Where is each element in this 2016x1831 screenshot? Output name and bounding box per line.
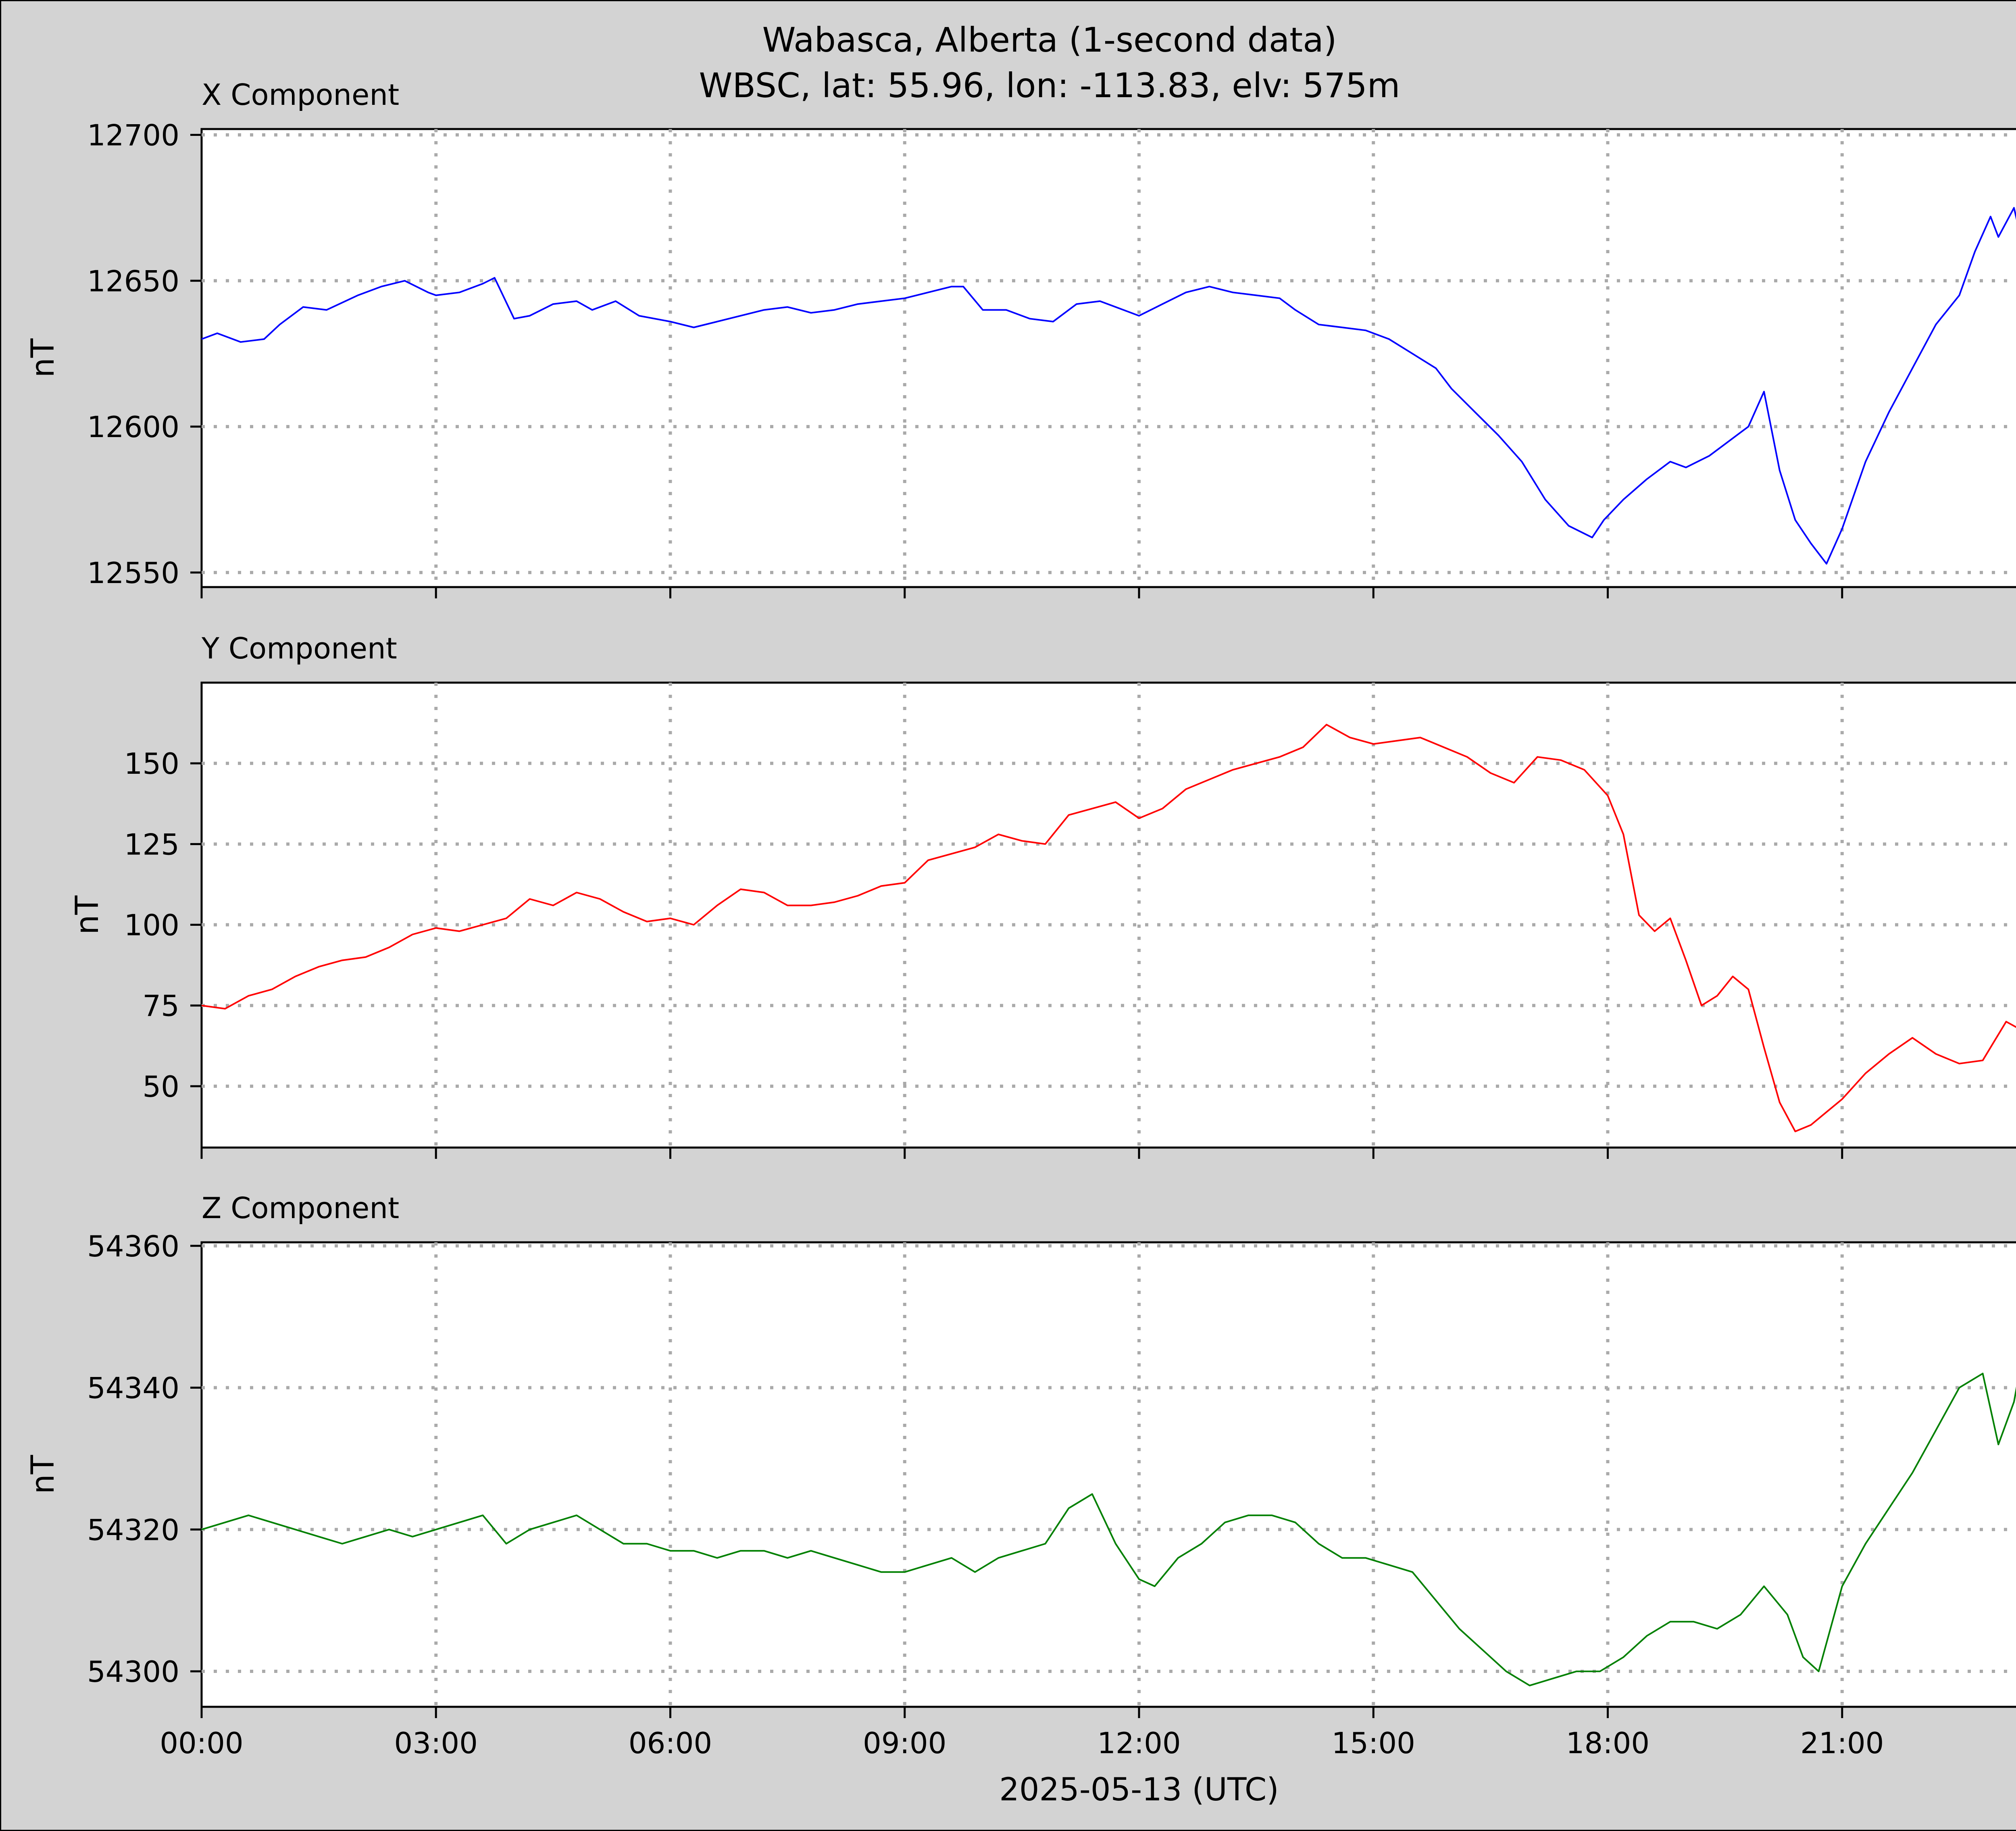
y-tick-label: 54360 xyxy=(87,1229,179,1263)
series-line-y-component xyxy=(201,724,2016,1132)
y-tick-label: 12550 xyxy=(87,556,179,590)
y-tick-label: 54340 xyxy=(87,1371,179,1405)
x-tick-label: 00:00 xyxy=(160,1726,244,1760)
y-tick-label: 125 xyxy=(124,827,179,861)
plot-area-2 xyxy=(200,681,2016,1149)
y-axis-label-1: nT xyxy=(25,338,61,377)
panel-title-1: X Component xyxy=(202,78,399,112)
panel-2: Y Component 50 75 100 125 150 nT xyxy=(69,631,2016,1159)
x-tick-label: 03:00 xyxy=(394,1726,478,1760)
figure-title-line1: Wabasca, Alberta (1-second data) xyxy=(762,20,1337,60)
y-tick-label: 12600 xyxy=(87,410,179,444)
y-tick-label: 150 xyxy=(124,747,179,781)
x-axis-label: 2025-05-13 (UTC) xyxy=(999,1772,1279,1808)
x-tick-label: 09:00 xyxy=(863,1726,947,1760)
y-axis-label-3: nT xyxy=(25,1455,61,1494)
panel-1: X Component 12550 12600 12650 12700 nT xyxy=(25,78,2016,598)
series-line-z-component xyxy=(201,1373,2016,1687)
plot-area-3 xyxy=(200,1241,2016,1708)
x-tick-label: 12:00 xyxy=(1097,1726,1181,1760)
y-tick-label: 75 xyxy=(142,989,179,1023)
y-tick-label: 50 xyxy=(142,1070,179,1104)
y-axis-label-2: nT xyxy=(69,896,106,935)
y-tick-label: 12700 xyxy=(87,118,179,152)
plot-area-1 xyxy=(200,128,2016,588)
y-tick-label: 100 xyxy=(124,908,179,942)
y-tick-label: 12650 xyxy=(87,264,179,298)
x-tick-label: 21:00 xyxy=(1800,1726,1884,1760)
series-line-x-component xyxy=(201,207,2016,565)
panel-title-3: Z Component xyxy=(202,1191,399,1225)
x-tick-label: 06:00 xyxy=(629,1726,712,1760)
x-tick-label: 18:00 xyxy=(1566,1726,1650,1760)
y-tick-label: 54300 xyxy=(87,1655,179,1689)
y-tick-label: 54320 xyxy=(87,1513,179,1547)
x-tick-label: 15:00 xyxy=(1332,1726,1416,1760)
figure-title-line2: WBSC, lat: 55.96, lon: -113.83, elv: 575… xyxy=(699,66,1400,105)
panel-title-2: Y Component xyxy=(201,631,397,665)
panel-3: Z Component 00:00 03:00 06:00 09:00 12:00 15:0… xyxy=(25,1191,2016,1808)
